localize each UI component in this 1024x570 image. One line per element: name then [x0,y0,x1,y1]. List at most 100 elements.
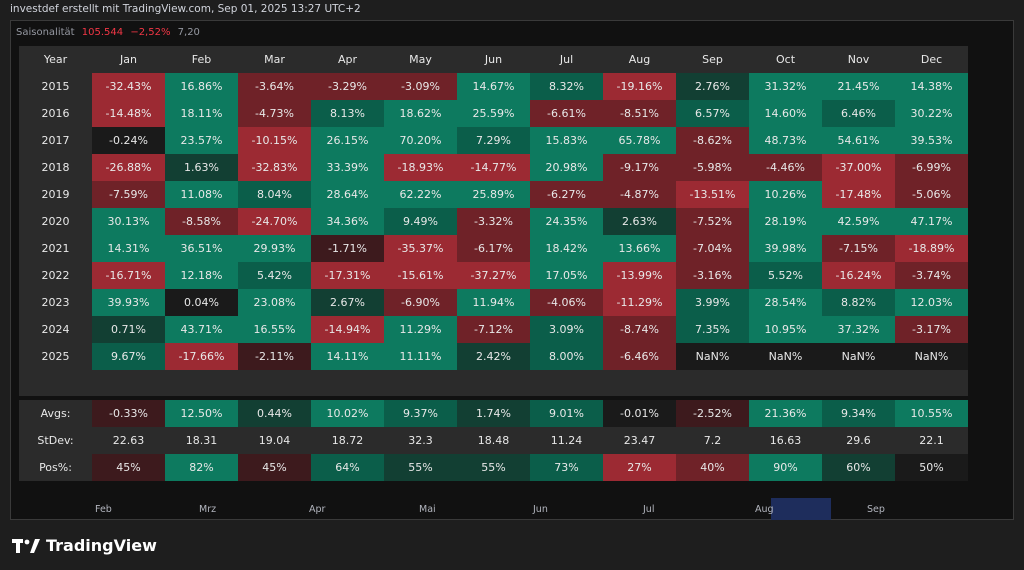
stats-cell: 0.44% [238,400,311,427]
indicator-value-2: −2,52% [130,27,171,38]
return-cell: -6.17% [457,235,530,262]
time-axis-highlight [771,498,831,520]
stats-cell: 9.37% [384,400,457,427]
return-cell: 7.29% [457,127,530,154]
spacer-cell [19,370,92,396]
return-cell: 12.03% [895,289,968,316]
return-cell: 30.13% [92,208,165,235]
stats-label-cell: Avgs: [19,400,92,427]
return-cell: 14.11% [311,343,384,370]
return-cell: 33.39% [311,154,384,181]
tradingview-logo-icon [12,538,40,553]
gap-cell [822,396,895,400]
return-cell: 5.52% [749,262,822,289]
tradingview-logo: TradingView [12,536,157,555]
spacer-cell [238,370,311,396]
table-row: 2025 9.67% -17.66% -2.11% 14.11% 11.11% 2.42% 8… [19,343,968,370]
return-cell: 34.36% [311,208,384,235]
indicator-legend[interactable]: Saisonalität 105.544 −2,52% 7,20 [16,27,200,38]
table-gap-row [19,396,968,400]
year-cell: 2019 [19,181,92,208]
return-cell: 2.67% [311,289,384,316]
return-cell: -4.87% [603,181,676,208]
return-cell: -18.89% [895,235,968,262]
stats-cell: 55% [457,454,530,481]
return-cell: -6.27% [530,181,603,208]
stats-cell: 21.36% [749,400,822,427]
spacer-cell [603,370,676,396]
gap-cell [749,396,822,400]
return-cell: 16.86% [165,73,238,100]
return-cell: 14.67% [457,73,530,100]
return-cell: -37.00% [822,154,895,181]
stats-cell: 23.47 [603,427,676,454]
return-cell: 6.57% [676,100,749,127]
stats-cell: 82% [165,454,238,481]
return-cell: 8.13% [311,100,384,127]
stats-cell: 12.50% [165,400,238,427]
return-cell: 28.64% [311,181,384,208]
return-cell: 3.99% [676,289,749,316]
return-cell: 10.95% [749,316,822,343]
return-cell: -3.29% [311,73,384,100]
table-row: 2018 -26.88% 1.63% -32.83% 33.39% -18.93% -14.… [19,154,968,181]
return-cell: 11.11% [384,343,457,370]
return-cell: 47.17% [895,208,968,235]
gap-cell [19,396,92,400]
stats-label-cell: Pos%: [19,454,92,481]
return-cell: 14.38% [895,73,968,100]
return-cell: 1.63% [165,154,238,181]
return-cell: -35.37% [384,235,457,262]
return-cell: 25.59% [457,100,530,127]
column-header: Jun [457,46,530,73]
return-cell: -26.88% [92,154,165,181]
year-cell: 2021 [19,235,92,262]
table-row: 2016 -14.48% 18.11% -4.73% 8.13% 18.62% 25.59%… [19,100,968,127]
stats-cell: 18.48 [457,427,530,454]
return-cell: 31.32% [749,73,822,100]
return-cell: 0.04% [165,289,238,316]
return-cell: 7.35% [676,316,749,343]
return-cell: -17.31% [311,262,384,289]
stats-cell: 55% [384,454,457,481]
stats-cell: 27% [603,454,676,481]
stats-cell: 18.72 [311,427,384,454]
chart-attribution: investdef erstellt mit TradingView.com, … [10,3,361,15]
column-header: Feb [165,46,238,73]
return-cell: 0.71% [92,316,165,343]
indicator-value-1: 105.544 [81,27,124,38]
stats-cell: 7.2 [676,427,749,454]
year-cell: 2022 [19,262,92,289]
return-cell: -6.90% [384,289,457,316]
return-cell: 39.98% [749,235,822,262]
return-cell: 39.93% [92,289,165,316]
stats-cell: 60% [822,454,895,481]
spacer-cell [165,370,238,396]
year-cell: 2020 [19,208,92,235]
return-cell: 26.15% [311,127,384,154]
return-cell: 12.18% [165,262,238,289]
return-cell: -15.61% [384,262,457,289]
return-cell: -4.73% [238,100,311,127]
return-cell: -8.62% [676,127,749,154]
return-cell: -32.43% [92,73,165,100]
table-spacer-row [19,370,968,396]
return-cell: 36.51% [165,235,238,262]
year-cell: 2016 [19,100,92,127]
return-cell: -6.46% [603,343,676,370]
brand-name: TradingView [46,536,157,555]
time-axis[interactable]: Feb Mrz Apr Mai Jun Jul Aug Sep [11,498,1011,518]
time-axis-label: Jul [643,504,655,515]
return-cell: 5.42% [238,262,311,289]
indicator-name: Saisonalität [16,27,75,38]
seasonality-table: Year Jan Feb Mar Apr May Jun Jul Aug Sep Oct Nov Dec… [19,46,968,481]
year-cell: 2025 [19,343,92,370]
spacer-cell [530,370,603,396]
gap-cell [165,396,238,400]
return-cell: -0.24% [92,127,165,154]
column-header: Mar [238,46,311,73]
stats-cell: 10.02% [311,400,384,427]
return-cell: 2.63% [603,208,676,235]
return-cell: 30.22% [895,100,968,127]
return-cell: -7.04% [676,235,749,262]
